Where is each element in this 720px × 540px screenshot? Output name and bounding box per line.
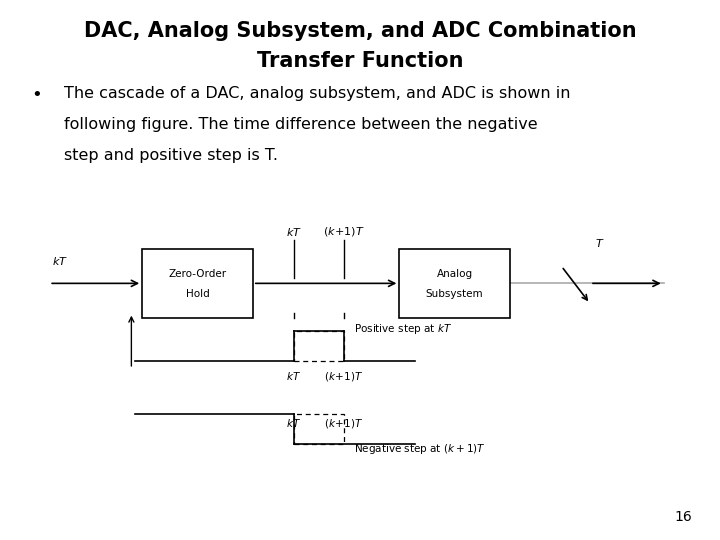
- Text: Positive step at $kT$: Positive step at $kT$: [354, 322, 452, 336]
- Text: Analog: Analog: [436, 269, 473, 279]
- Text: DAC, Analog Subsystem, and ADC Combination: DAC, Analog Subsystem, and ADC Combinati…: [84, 22, 636, 42]
- Text: Hold: Hold: [186, 289, 210, 299]
- Text: 16: 16: [675, 510, 692, 524]
- Bar: [142, 248, 253, 318]
- Text: $(k\!+\!1)T$: $(k\!+\!1)T$: [324, 370, 363, 383]
- Bar: [294, 414, 343, 444]
- Bar: [294, 332, 343, 361]
- Text: Zero-Order: Zero-Order: [168, 269, 227, 279]
- Bar: [400, 248, 510, 318]
- Text: •: •: [32, 86, 42, 104]
- Text: $kT$: $kT$: [52, 255, 68, 267]
- Text: $(k\!+\!1)T$: $(k\!+\!1)T$: [323, 225, 364, 238]
- Text: Subsystem: Subsystem: [426, 289, 483, 299]
- Text: following figure. The time difference between the negative: following figure. The time difference be…: [63, 117, 537, 132]
- Text: $kT$: $kT$: [286, 226, 302, 238]
- Text: The cascade of a DAC, analog subsystem, and ADC is shown in: The cascade of a DAC, analog subsystem, …: [63, 86, 570, 100]
- Text: $T$: $T$: [595, 237, 604, 248]
- Text: $(k\!+\!1)T$: $(k\!+\!1)T$: [324, 417, 363, 430]
- Text: Negative step at $(k+1)T$: Negative step at $(k+1)T$: [354, 442, 486, 456]
- Text: step and positive step is T.: step and positive step is T.: [63, 147, 277, 163]
- Text: $kT$: $kT$: [287, 417, 302, 429]
- Text: Transfer Function: Transfer Function: [257, 51, 463, 71]
- Text: $kT$: $kT$: [287, 370, 302, 382]
